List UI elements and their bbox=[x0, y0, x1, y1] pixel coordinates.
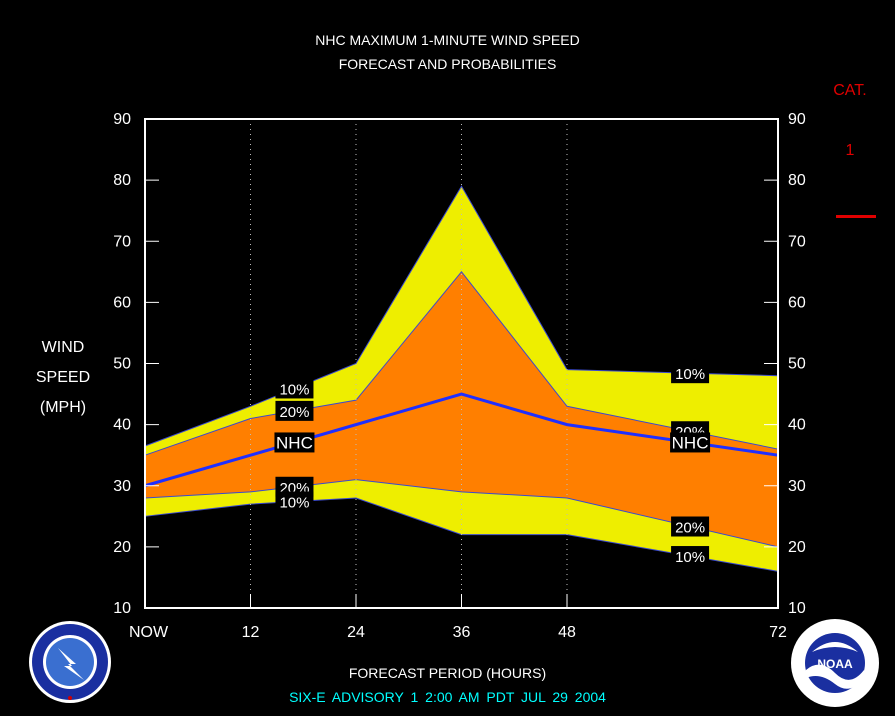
y-tick-label-left: 90 bbox=[113, 111, 131, 128]
series-label: 10% bbox=[675, 366, 705, 383]
x-tick-label: NOW bbox=[129, 624, 169, 641]
y-tick-label-left: 20 bbox=[113, 539, 131, 556]
chart-title: NHC MAXIMUM 1-MINUTE WIND SPEED bbox=[315, 32, 580, 48]
series-label: NHC bbox=[276, 433, 313, 452]
y-tick-label-left: 50 bbox=[113, 356, 131, 373]
y-tick-label-left: 60 bbox=[113, 294, 131, 311]
advisory-footer: SIX-E ADVISORY 1 2:00 AM PDT JUL 29 2004 bbox=[289, 689, 606, 705]
y-tick-label-left: 40 bbox=[113, 417, 131, 434]
y-tick-label-left: 70 bbox=[113, 233, 131, 250]
series-label-box bbox=[671, 363, 710, 384]
series-label-box bbox=[275, 378, 314, 399]
nws-logo-icon bbox=[28, 620, 112, 704]
series-label: 10% bbox=[279, 495, 309, 512]
x-tick-label: 72 bbox=[769, 624, 787, 641]
category-title: CAT. bbox=[833, 82, 867, 99]
x-tick-label: 12 bbox=[242, 624, 260, 641]
series-label-box bbox=[275, 400, 314, 421]
edge-upper10 bbox=[144, 185, 779, 447]
y-tick-label-right: 30 bbox=[788, 478, 806, 495]
chart-subtitle: FORECAST AND PROBABILITIES bbox=[338, 56, 557, 72]
y-tick-label-right: 10 bbox=[788, 600, 806, 617]
edge-lower10 bbox=[144, 497, 779, 572]
y-tick-label-left: 30 bbox=[113, 478, 131, 495]
y-axis-label-line2: SPEED bbox=[35, 369, 91, 386]
category-line bbox=[836, 215, 876, 218]
series-label-box bbox=[274, 432, 315, 453]
series-label-box bbox=[275, 491, 314, 512]
series-label: 20% bbox=[675, 520, 705, 537]
y-tick-label-left: 80 bbox=[113, 172, 131, 189]
y-tick-label-right: 50 bbox=[788, 356, 806, 373]
y-tick-label-right: 20 bbox=[788, 539, 806, 556]
category-value: 1 bbox=[845, 142, 855, 159]
y-tick-label-right: 40 bbox=[788, 417, 806, 434]
series-label: 10% bbox=[279, 381, 309, 398]
series-label: 20% bbox=[279, 404, 309, 421]
series-label-box bbox=[670, 432, 711, 453]
y-tick-label-right: 70 bbox=[788, 233, 806, 250]
series-label: NHC bbox=[672, 433, 709, 452]
y-tick-label-left: 10 bbox=[113, 600, 131, 617]
series-label-box bbox=[671, 546, 710, 567]
y-axis-label-line1: WIND bbox=[41, 339, 85, 356]
y-axis-label-line3: (MPH) bbox=[39, 399, 87, 416]
y-tick-label-right: 60 bbox=[788, 294, 806, 311]
x-tick-label: 24 bbox=[347, 624, 365, 641]
x-tick-label: 48 bbox=[558, 624, 576, 641]
noaa-logo-icon: NOAA bbox=[790, 618, 880, 708]
edge-upper20 bbox=[144, 271, 779, 456]
series-label: 10% bbox=[675, 549, 705, 566]
edge-lower20 bbox=[144, 479, 779, 548]
y-tick-label-right: 90 bbox=[788, 111, 806, 128]
x-axis-label: FORECAST PERIOD (HOURS) bbox=[348, 665, 547, 681]
y-tick-label-right: 80 bbox=[788, 172, 806, 189]
x-tick-label: 36 bbox=[453, 624, 471, 641]
svg-text:NOAA: NOAA bbox=[817, 657, 853, 671]
series-label-box bbox=[671, 516, 710, 537]
nhc-forecast-line bbox=[144, 392, 779, 488]
